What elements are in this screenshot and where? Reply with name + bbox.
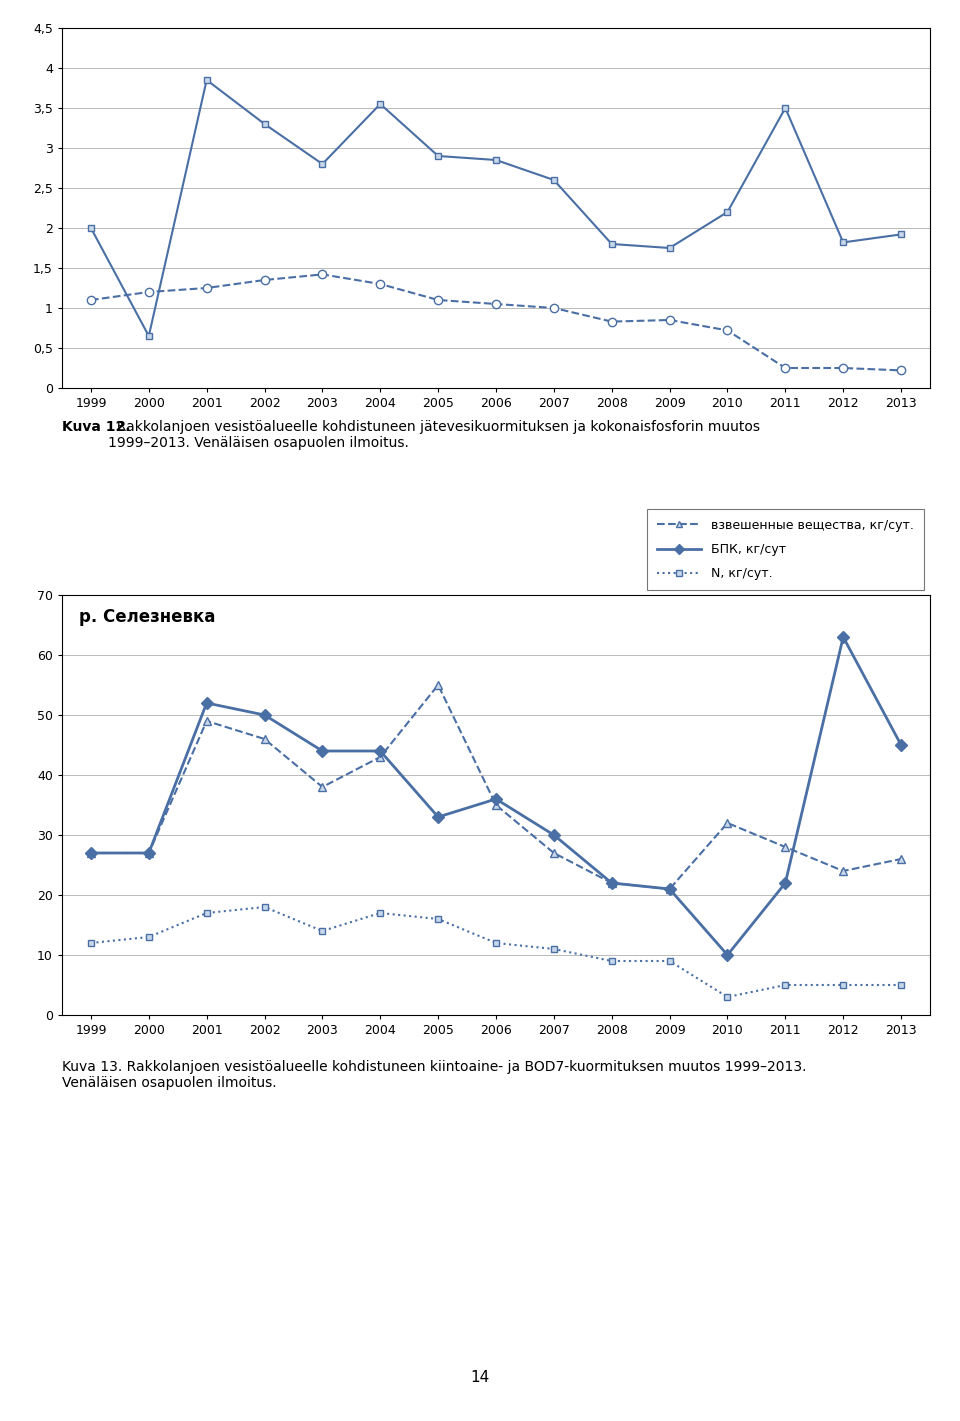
Legend: взвешенные вещества, кг/сут., БПК, кг/сут, N, кг/сут.: взвешенные вещества, кг/сут., БПК, кг/су… <box>647 509 924 590</box>
Text: р. Селезневка: р. Селезневка <box>80 608 216 625</box>
Text: 14: 14 <box>470 1370 490 1385</box>
Text: Kuva 12.: Kuva 12. <box>62 421 131 433</box>
Text: Rakkolanjoen vesistöalueelle kohdistuneen jätevesikuormituksen ja kokonaisfosfor: Rakkolanjoen vesistöalueelle kohdistunee… <box>108 421 760 450</box>
Text: Kuva 13. Rakkolanjoen vesistöalueelle kohdistuneen kiintoaine- ja BOD7-kuormituk: Kuva 13. Rakkolanjoen vesistöalueelle ko… <box>62 1060 807 1090</box>
